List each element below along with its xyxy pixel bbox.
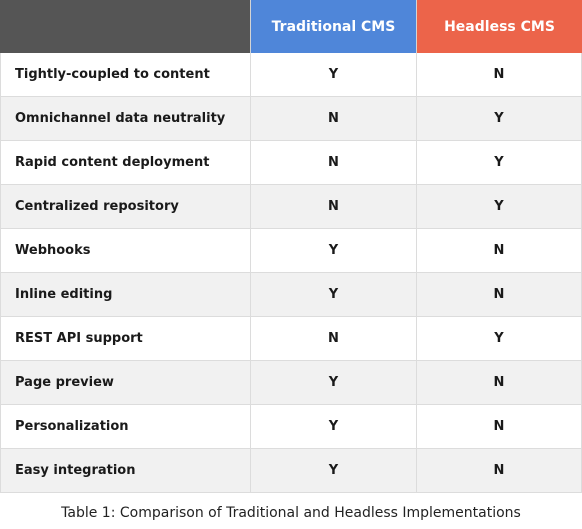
table-row: REST API support N Y xyxy=(0,317,582,361)
table-header: Traditional CMS Headless CMS xyxy=(0,0,582,53)
headless-value: Y xyxy=(416,141,582,185)
traditional-value: Y xyxy=(250,273,416,317)
feature-label: Omnichannel data neutrality xyxy=(0,97,250,141)
feature-label: Tightly-coupled to content xyxy=(0,53,250,97)
traditional-value: Y xyxy=(250,361,416,405)
headless-value: N xyxy=(416,229,582,273)
table-row: Tightly-coupled to content Y N xyxy=(0,53,582,97)
headless-value: N xyxy=(416,53,582,97)
traditional-value: Y xyxy=(250,449,416,493)
headless-value: N xyxy=(416,273,582,317)
table-row: Personalization Y N xyxy=(0,405,582,449)
comparison-table: Traditional CMS Headless CMS Tightly-cou… xyxy=(0,0,582,493)
feature-label: Page preview xyxy=(0,361,250,405)
feature-label: Inline editing xyxy=(0,273,250,317)
feature-label: Personalization xyxy=(0,405,250,449)
header-headless-cms: Headless CMS xyxy=(416,0,582,53)
table-body: Tightly-coupled to content Y N Omnichann… xyxy=(0,53,582,493)
header-traditional-cms: Traditional CMS xyxy=(250,0,416,53)
table-caption: Table 1: Comparison of Traditional and H… xyxy=(61,505,521,521)
traditional-value: N xyxy=(250,97,416,141)
traditional-value: N xyxy=(250,185,416,229)
table-row: Omnichannel data neutrality N Y xyxy=(0,97,582,141)
traditional-value: N xyxy=(250,141,416,185)
feature-label: REST API support xyxy=(0,317,250,361)
headless-value: Y xyxy=(416,317,582,361)
headless-value: N xyxy=(416,361,582,405)
headless-value: N xyxy=(416,405,582,449)
feature-label: Webhooks xyxy=(0,229,250,273)
table-row: Rapid content deployment N Y xyxy=(0,141,582,185)
table-row: Webhooks Y N xyxy=(0,229,582,273)
feature-label: Easy integration xyxy=(0,449,250,493)
header-row: Traditional CMS Headless CMS xyxy=(0,0,582,53)
feature-label: Rapid content deployment xyxy=(0,141,250,185)
traditional-value: N xyxy=(250,317,416,361)
feature-label: Centralized repository xyxy=(0,185,250,229)
traditional-value: Y xyxy=(250,53,416,97)
headless-value: Y xyxy=(416,185,582,229)
headless-value: Y xyxy=(416,97,582,141)
table-row: Centralized repository N Y xyxy=(0,185,582,229)
table-row: Easy integration Y N xyxy=(0,449,582,493)
table-row: Inline editing Y N xyxy=(0,273,582,317)
traditional-value: Y xyxy=(250,405,416,449)
header-feature-cell xyxy=(0,0,250,53)
table-row: Page preview Y N xyxy=(0,361,582,405)
headless-value: N xyxy=(416,449,582,493)
traditional-value: Y xyxy=(250,229,416,273)
